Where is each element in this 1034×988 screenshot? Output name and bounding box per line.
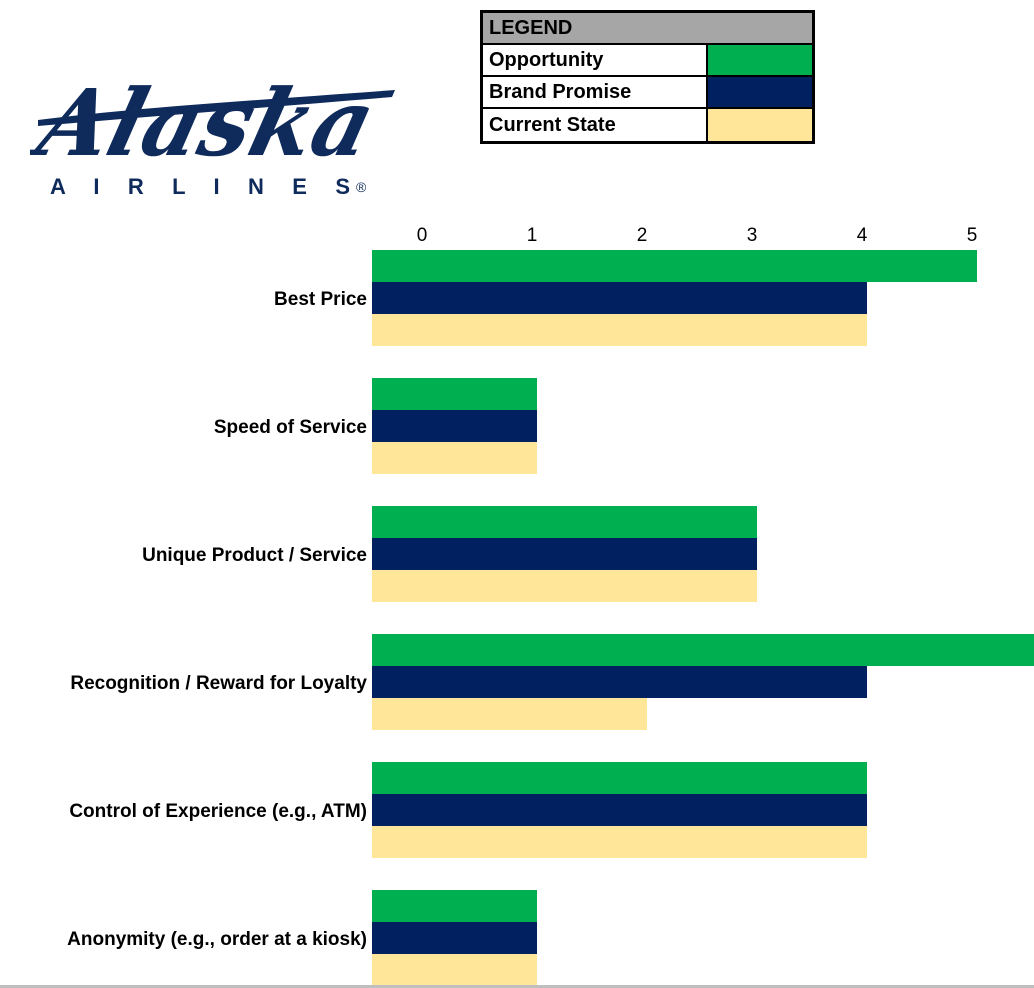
x-tick-label: 2	[637, 225, 648, 246]
category-label: Unique Product / Service	[142, 545, 367, 566]
bar-current-state	[372, 314, 867, 346]
bar-current-state	[372, 826, 867, 858]
bar-opportunity	[372, 250, 977, 282]
legend-item-current-state: Current State	[483, 109, 812, 141]
bar-brand-promise	[372, 666, 867, 698]
bar-current-state	[372, 954, 537, 986]
bar-current-state	[372, 698, 647, 730]
logo-swoosh	[38, 90, 395, 126]
legend-item-brand-promise: Brand Promise	[483, 77, 812, 109]
logo-subtitle: A I R L I N E S	[50, 174, 350, 199]
bar-opportunity	[372, 762, 867, 794]
bar-opportunity	[372, 378, 537, 410]
bar-brand-promise	[372, 922, 537, 954]
bar-brand-promise	[372, 794, 867, 826]
category-label: Anonymity (e.g., order at a kiosk)	[67, 929, 367, 950]
x-tick-label: 1	[527, 225, 538, 246]
category-label: Speed of Service	[214, 417, 367, 438]
logo-wordmark: Alaska	[30, 69, 385, 177]
x-tick-label: 3	[747, 225, 758, 246]
bar-brand-promise	[372, 538, 757, 570]
bar-chart-svg: 0 1 2 3 4 5 Best Price Speed of Service Unique P…	[67, 225, 1034, 986]
bar-brand-promise	[372, 282, 867, 314]
x-tick-label: 4	[857, 225, 868, 246]
category-label: Recognition / Reward for Loyalty	[70, 673, 367, 694]
legend-item-label: Brand Promise	[489, 80, 632, 103]
bar-brand-promise	[372, 410, 537, 442]
bar-opportunity	[372, 890, 537, 922]
bar-opportunity	[372, 634, 1034, 666]
legend-item-opportunity: Opportunity	[483, 45, 812, 77]
legend-swatch-current-state	[706, 109, 812, 141]
legend-swatch-brand-promise	[706, 77, 812, 107]
legend-swatch-opportunity	[706, 45, 812, 75]
legend-item-label: Current State	[489, 113, 616, 136]
logo-registered-mark: ®	[356, 179, 367, 195]
bar-chart: 0 1 2 3 4 5 Best Price Speed of Service Unique P…	[0, 215, 1034, 988]
bar-current-state	[372, 442, 537, 474]
legend-item-label: Opportunity	[489, 48, 604, 71]
x-tick-label: 0	[417, 225, 428, 246]
legend: LEGEND Opportunity Brand Promise Current…	[480, 10, 815, 144]
alaska-airlines-logo: Alaska A I R L I N E S ®	[30, 50, 420, 200]
legend-header-row: LEGEND	[483, 13, 812, 45]
bar-current-state	[372, 570, 757, 602]
legend-header-label: LEGEND	[489, 16, 573, 39]
logo-graphic: Alaska A I R L I N E S ®	[30, 69, 395, 199]
category-label: Best Price	[274, 289, 367, 310]
bar-opportunity	[372, 506, 757, 538]
bottom-divider	[0, 985, 1034, 988]
x-tick-label: 5	[967, 225, 978, 246]
category-label: Control of Experience (e.g., ATM)	[69, 801, 367, 822]
